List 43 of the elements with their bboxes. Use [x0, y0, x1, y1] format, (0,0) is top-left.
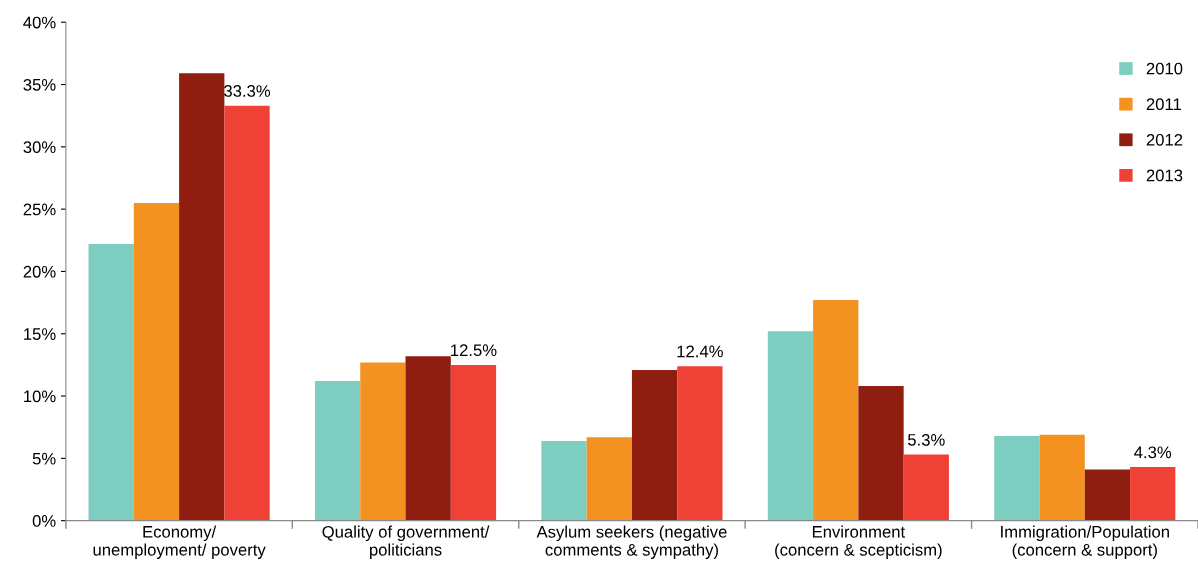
bar [586, 437, 632, 521]
bar [360, 362, 406, 521]
y-tick-label: 0% [32, 515, 56, 527]
y-tick-label: 35% [23, 78, 56, 91]
bar [903, 454, 949, 521]
bar [450, 364, 497, 521]
bar [133, 202, 180, 521]
bar [405, 356, 451, 521]
y-tick-label: 5% [32, 452, 56, 465]
y-tick-label: 40% [23, 16, 56, 29]
bar [767, 331, 814, 521]
legend-label: 2012 [1146, 133, 1183, 146]
x-tick-label: Asylum seekers (negative comments & sympathy) [536, 525, 727, 559]
y-tick-label: 30% [23, 141, 56, 154]
bar [994, 435, 1040, 521]
bar [1039, 434, 1085, 521]
bar [677, 366, 723, 521]
y-tick-label: 25% [23, 203, 56, 216]
data-label: 5.3% [907, 433, 945, 446]
legend-label: 2010 [1146, 62, 1183, 75]
bar [224, 105, 270, 521]
x-tick-label: Immigration/Population (concern & support) [1001, 525, 1169, 559]
y-tick-label: 20% [23, 265, 56, 278]
bar [179, 73, 225, 521]
bar [813, 300, 859, 521]
y-tick-label: 15% [24, 328, 56, 340]
y-tick-label: 10% [24, 390, 56, 403]
data-label: 12.5% [451, 344, 497, 357]
data-label: 12.4% [677, 345, 723, 358]
x-tick-label: Economy/ unemployment/ poverty [93, 525, 266, 559]
data-label: 4.3% [1134, 446, 1172, 459]
bar [541, 440, 587, 521]
bar [631, 369, 678, 521]
bar [858, 386, 904, 521]
bar [88, 244, 134, 521]
x-tick-label: Quality of government/ politicians [322, 525, 490, 559]
legend-label: 2011 [1146, 98, 1181, 111]
bar [1130, 467, 1176, 521]
bar [314, 381, 361, 521]
x-tick-label: Environment (concern & scepticism) [775, 525, 942, 559]
data-label: 33.3% [224, 85, 271, 97]
legend-label: 2013 [1146, 169, 1183, 182]
bar [1084, 469, 1131, 521]
